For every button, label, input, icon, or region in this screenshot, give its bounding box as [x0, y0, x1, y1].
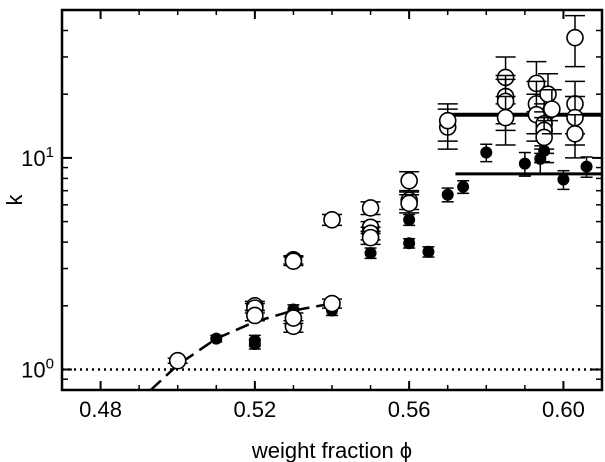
- open-data-point: [323, 210, 341, 229]
- filled-data-point: [580, 160, 593, 173]
- open-data-point: [361, 199, 380, 217]
- filled-data-point: [441, 188, 454, 201]
- open-data-point: [361, 228, 380, 247]
- filled-data-point: [403, 213, 416, 226]
- dashed-fit-curve: [149, 302, 333, 390]
- open-data-point: [566, 28, 584, 47]
- filled-data-point: [457, 180, 470, 193]
- filled-data-point: [422, 245, 435, 258]
- open-data-point: [438, 111, 457, 130]
- filled-data-point: [248, 337, 261, 350]
- axes: 0.48 0.52 0.56 0.60 100 101: [21, 9, 602, 422]
- x-tick-label: 0.56: [388, 397, 431, 422]
- y-tick-label: 100: [21, 355, 54, 382]
- x-axis-label: weight fraction ϕ: [251, 438, 412, 462]
- open-data-point: [400, 171, 418, 190]
- filled-data-point: [480, 146, 493, 159]
- filled-data-point: [557, 173, 570, 186]
- open-data-point: [284, 309, 303, 327]
- y-tick-label: 101: [21, 144, 54, 171]
- filled-data-point: [403, 237, 416, 250]
- filled-data-point: [364, 247, 377, 260]
- filled-data-point: [518, 157, 531, 170]
- open-data-point: [400, 194, 418, 213]
- open-data-point: [323, 294, 341, 313]
- open-data-point: [566, 124, 584, 143]
- open-data-point: [496, 108, 515, 127]
- open-data-point: [168, 351, 187, 370]
- y-axis-label: k: [2, 194, 27, 206]
- open-data-point: [543, 100, 561, 118]
- open-data-point: [535, 128, 553, 147]
- open-data-point: [284, 252, 303, 270]
- x-tick-label: 0.52: [233, 397, 276, 422]
- x-tick-label: 0.60: [542, 397, 585, 422]
- plot-area: [62, 14, 602, 390]
- filled-data-point: [210, 332, 223, 345]
- x-tick-label: 0.48: [79, 397, 122, 422]
- open-data-point: [539, 85, 557, 104]
- open-data-point: [246, 306, 264, 325]
